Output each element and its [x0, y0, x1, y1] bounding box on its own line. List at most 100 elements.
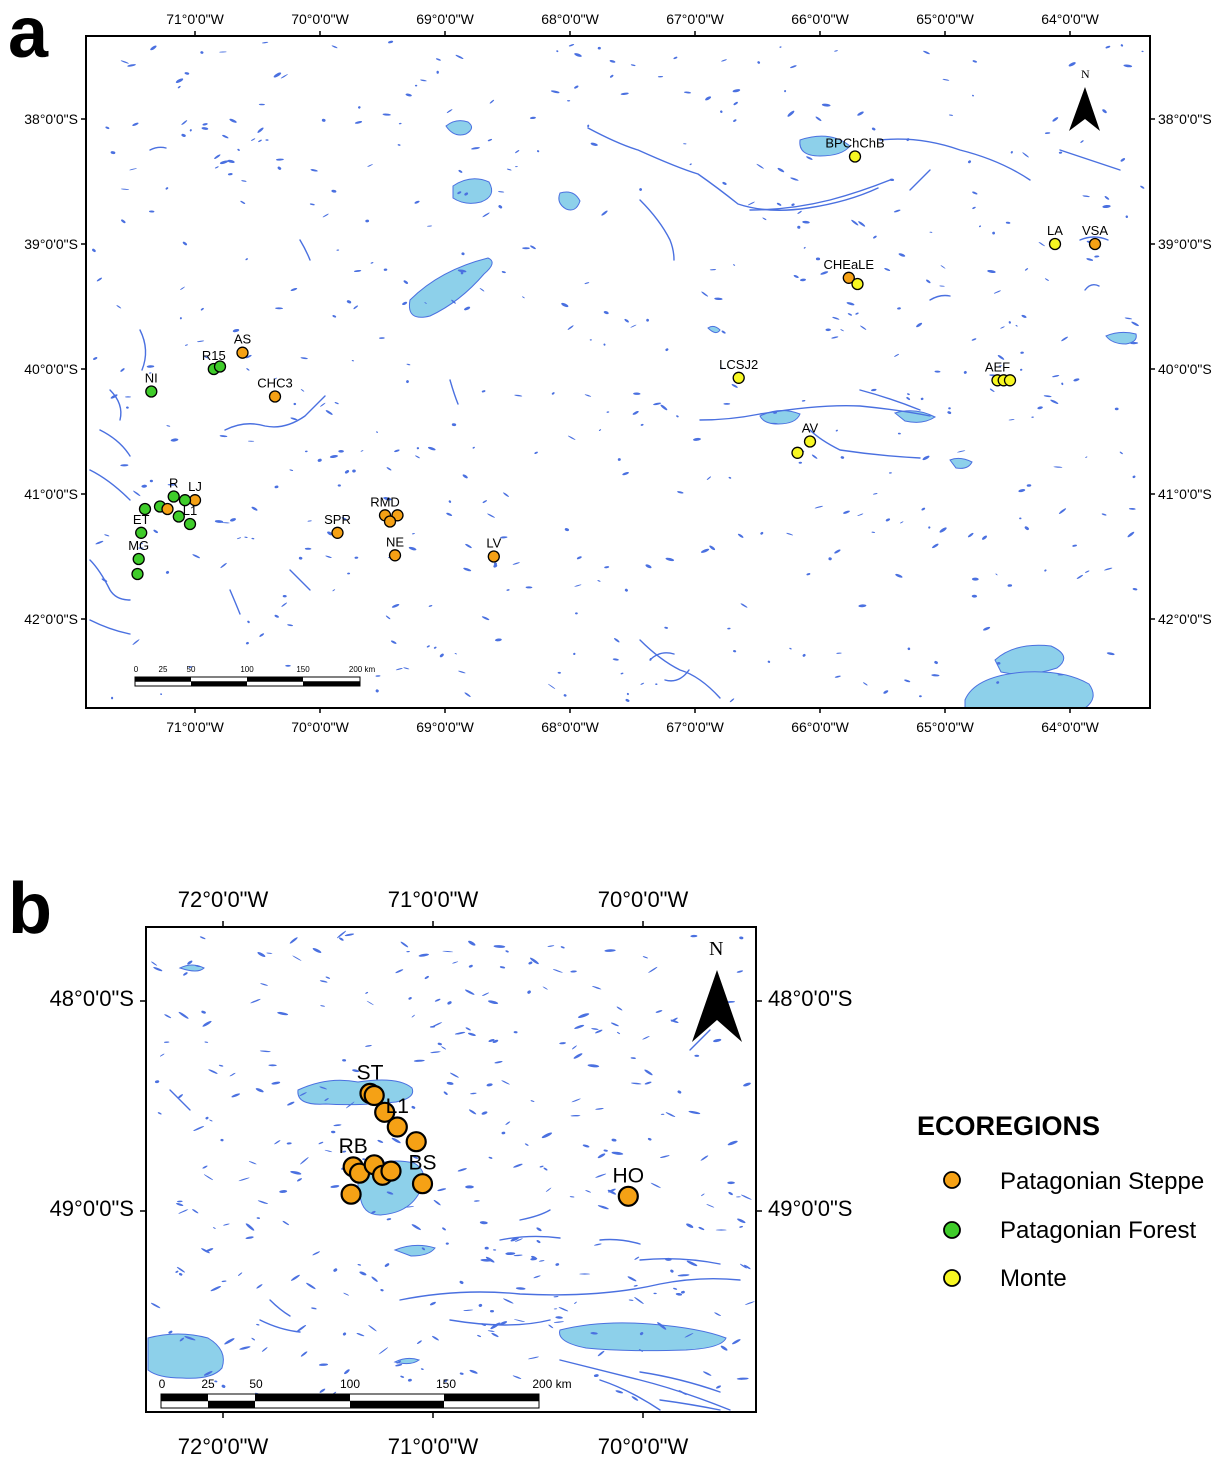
pond [406, 363, 411, 366]
pond [353, 305, 358, 310]
river [929, 294, 951, 301]
river [224, 395, 326, 431]
pond [1104, 567, 1113, 571]
pond [221, 1280, 227, 1283]
pond [330, 1185, 340, 1188]
pond [779, 46, 782, 48]
lat-label-left: 38°0'0"S [24, 111, 78, 127]
pond [590, 142, 598, 146]
pond [238, 1177, 250, 1182]
pond [367, 164, 373, 167]
pond [1080, 140, 1084, 143]
pond [404, 1206, 415, 1208]
pond [548, 1324, 554, 1329]
pond [595, 1108, 604, 1110]
pond [124, 396, 132, 398]
pond [287, 1101, 295, 1106]
pond [384, 1263, 390, 1267]
pond [1082, 195, 1090, 198]
pond [660, 404, 668, 411]
pond [715, 1229, 727, 1231]
pond [245, 354, 252, 359]
pond [360, 450, 364, 452]
pond [110, 394, 118, 399]
pond [701, 1193, 705, 1197]
pond [733, 101, 738, 106]
pond [871, 531, 876, 533]
pond [683, 91, 692, 94]
pond [706, 476, 712, 480]
panel-b-north-label: N [709, 938, 723, 960]
pond [403, 667, 410, 670]
pond [858, 221, 866, 227]
pond [245, 258, 248, 261]
pond [1085, 456, 1088, 458]
pond [484, 1246, 489, 1250]
pond [547, 683, 556, 689]
pond [727, 627, 731, 630]
site-label: R15 [202, 348, 226, 363]
pond [390, 640, 397, 644]
pond [530, 1100, 535, 1102]
pond [616, 1031, 621, 1035]
lon-label-bottom: 72°0'0"W [178, 1434, 269, 1459]
pond [790, 65, 797, 69]
pond [512, 1375, 522, 1379]
pond [371, 1210, 376, 1214]
pond [298, 556, 303, 560]
pond [459, 1372, 464, 1375]
lon-label-bottom: 71°0'0"W [388, 1434, 479, 1459]
site-marker [380, 1160, 402, 1182]
lake [893, 410, 936, 423]
pond [356, 1332, 365, 1337]
pond [491, 1332, 499, 1338]
pond [503, 492, 509, 497]
pond [851, 219, 859, 226]
pond [1084, 570, 1090, 573]
pond [996, 681, 1000, 684]
pond [319, 1388, 326, 1393]
pond [290, 1274, 300, 1281]
pond [727, 1181, 735, 1185]
pond [121, 219, 126, 224]
pond [714, 1312, 722, 1317]
pond [214, 1380, 218, 1383]
lake [964, 671, 1094, 709]
river [749, 179, 891, 211]
pond [556, 50, 559, 53]
pond [793, 274, 799, 279]
pond [457, 191, 462, 195]
pond [193, 1125, 205, 1132]
pond [1022, 152, 1029, 158]
pond [529, 957, 539, 965]
pond [201, 1248, 210, 1254]
pond [443, 1379, 448, 1383]
pond [923, 50, 930, 55]
pond [1005, 221, 1011, 224]
pond [464, 692, 471, 698]
pond [204, 1041, 209, 1043]
pond [110, 696, 114, 700]
pond [665, 1112, 676, 1118]
pond [513, 1319, 525, 1322]
pond [331, 1130, 336, 1134]
pond [247, 620, 250, 624]
lake [393, 1244, 436, 1257]
pond [860, 325, 867, 330]
pond [177, 85, 181, 89]
pond [251, 506, 258, 511]
site-label: L1 [386, 1095, 409, 1118]
site-marker [388, 549, 402, 562]
pond [481, 616, 490, 621]
pond [847, 313, 852, 316]
pond [395, 668, 403, 671]
pond [575, 612, 578, 615]
pond [245, 1223, 255, 1231]
pond [694, 1054, 700, 1057]
pond [510, 1236, 520, 1242]
pond [675, 1292, 683, 1296]
pond [149, 479, 153, 483]
lat-label-left: 40°0'0"S [24, 361, 78, 377]
pond [610, 1022, 619, 1027]
pond [310, 169, 318, 172]
